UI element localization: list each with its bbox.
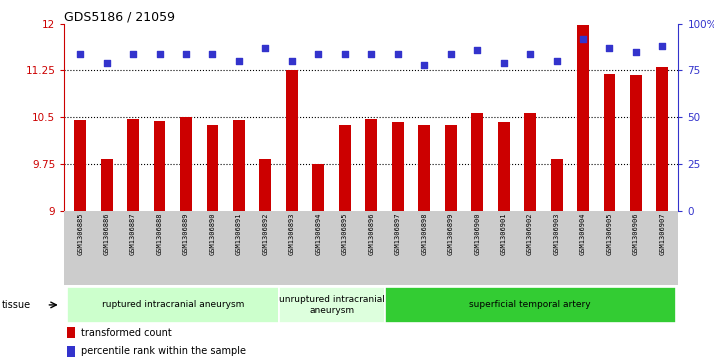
- Point: [154, 50, 165, 56]
- Point: [498, 60, 509, 66]
- Point: [657, 43, 668, 49]
- Point: [604, 45, 615, 51]
- Bar: [313, 164, 324, 211]
- Point: [550, 58, 562, 64]
- Bar: [259, 159, 271, 211]
- Bar: [524, 113, 536, 211]
- Bar: [498, 122, 510, 211]
- Bar: [385, 287, 675, 323]
- Point: [286, 58, 298, 64]
- Bar: [206, 125, 218, 211]
- Text: GSM1306893: GSM1306893: [289, 213, 295, 255]
- Point: [233, 58, 245, 64]
- Bar: [278, 287, 385, 323]
- Text: GSM1306887: GSM1306887: [130, 213, 136, 255]
- Bar: [180, 117, 192, 211]
- Text: GSM1306889: GSM1306889: [183, 213, 189, 255]
- Point: [339, 50, 351, 56]
- Text: transformed count: transformed count: [81, 328, 172, 338]
- Text: GSM1306891: GSM1306891: [236, 213, 242, 255]
- Text: percentile rank within the sample: percentile rank within the sample: [81, 346, 246, 356]
- Point: [260, 45, 271, 51]
- Bar: [577, 25, 589, 211]
- Text: GSM1306886: GSM1306886: [104, 213, 110, 255]
- Point: [524, 50, 536, 56]
- Point: [445, 50, 456, 56]
- Bar: [74, 120, 86, 211]
- Text: GSM1306903: GSM1306903: [553, 213, 560, 255]
- Bar: [630, 75, 642, 211]
- Bar: [656, 66, 668, 211]
- Text: unruptured intracranial
aneurysm: unruptured intracranial aneurysm: [278, 295, 385, 315]
- Bar: [67, 346, 75, 357]
- Bar: [392, 122, 403, 211]
- Text: GSM1306907: GSM1306907: [660, 213, 665, 255]
- Text: GSM1306897: GSM1306897: [395, 213, 401, 255]
- Point: [471, 47, 483, 53]
- Text: GSM1306902: GSM1306902: [527, 213, 533, 255]
- Text: GSM1306905: GSM1306905: [606, 213, 613, 255]
- Bar: [286, 70, 298, 211]
- Bar: [603, 74, 615, 211]
- Bar: [67, 287, 278, 323]
- Text: tissue: tissue: [2, 300, 31, 310]
- Bar: [127, 119, 139, 211]
- Bar: [418, 125, 430, 211]
- Point: [127, 50, 139, 56]
- Bar: [67, 327, 75, 338]
- Text: superficial temporal artery: superficial temporal artery: [469, 301, 591, 309]
- Bar: [445, 125, 457, 211]
- Bar: [471, 113, 483, 211]
- Text: GSM1306894: GSM1306894: [316, 213, 321, 255]
- Text: GSM1306901: GSM1306901: [501, 213, 507, 255]
- Bar: [366, 119, 377, 211]
- Bar: [233, 120, 245, 211]
- Bar: [101, 159, 113, 211]
- Text: GSM1306899: GSM1306899: [448, 213, 453, 255]
- Text: GDS5186 / 21059: GDS5186 / 21059: [64, 11, 175, 24]
- Point: [181, 50, 192, 56]
- Point: [392, 50, 403, 56]
- Point: [418, 62, 430, 68]
- Point: [366, 50, 377, 56]
- Point: [101, 60, 112, 66]
- Point: [207, 50, 218, 56]
- Text: GSM1306906: GSM1306906: [633, 213, 639, 255]
- Text: GSM1306904: GSM1306904: [580, 213, 586, 255]
- Bar: [339, 125, 351, 211]
- Text: GSM1306896: GSM1306896: [368, 213, 374, 255]
- Text: GSM1306888: GSM1306888: [156, 213, 163, 255]
- Bar: [154, 122, 166, 211]
- Text: GSM1306892: GSM1306892: [263, 213, 268, 255]
- Text: ruptured intracranial aneurysm: ruptured intracranial aneurysm: [101, 301, 244, 309]
- Point: [630, 49, 642, 54]
- Text: GSM1306895: GSM1306895: [342, 213, 348, 255]
- Point: [313, 50, 324, 56]
- Point: [74, 50, 86, 56]
- Text: GSM1306900: GSM1306900: [474, 213, 480, 255]
- Text: GSM1306890: GSM1306890: [209, 213, 216, 255]
- Text: GSM1306898: GSM1306898: [421, 213, 427, 255]
- Bar: [550, 159, 563, 211]
- Point: [578, 36, 589, 41]
- Text: GSM1306885: GSM1306885: [77, 213, 83, 255]
